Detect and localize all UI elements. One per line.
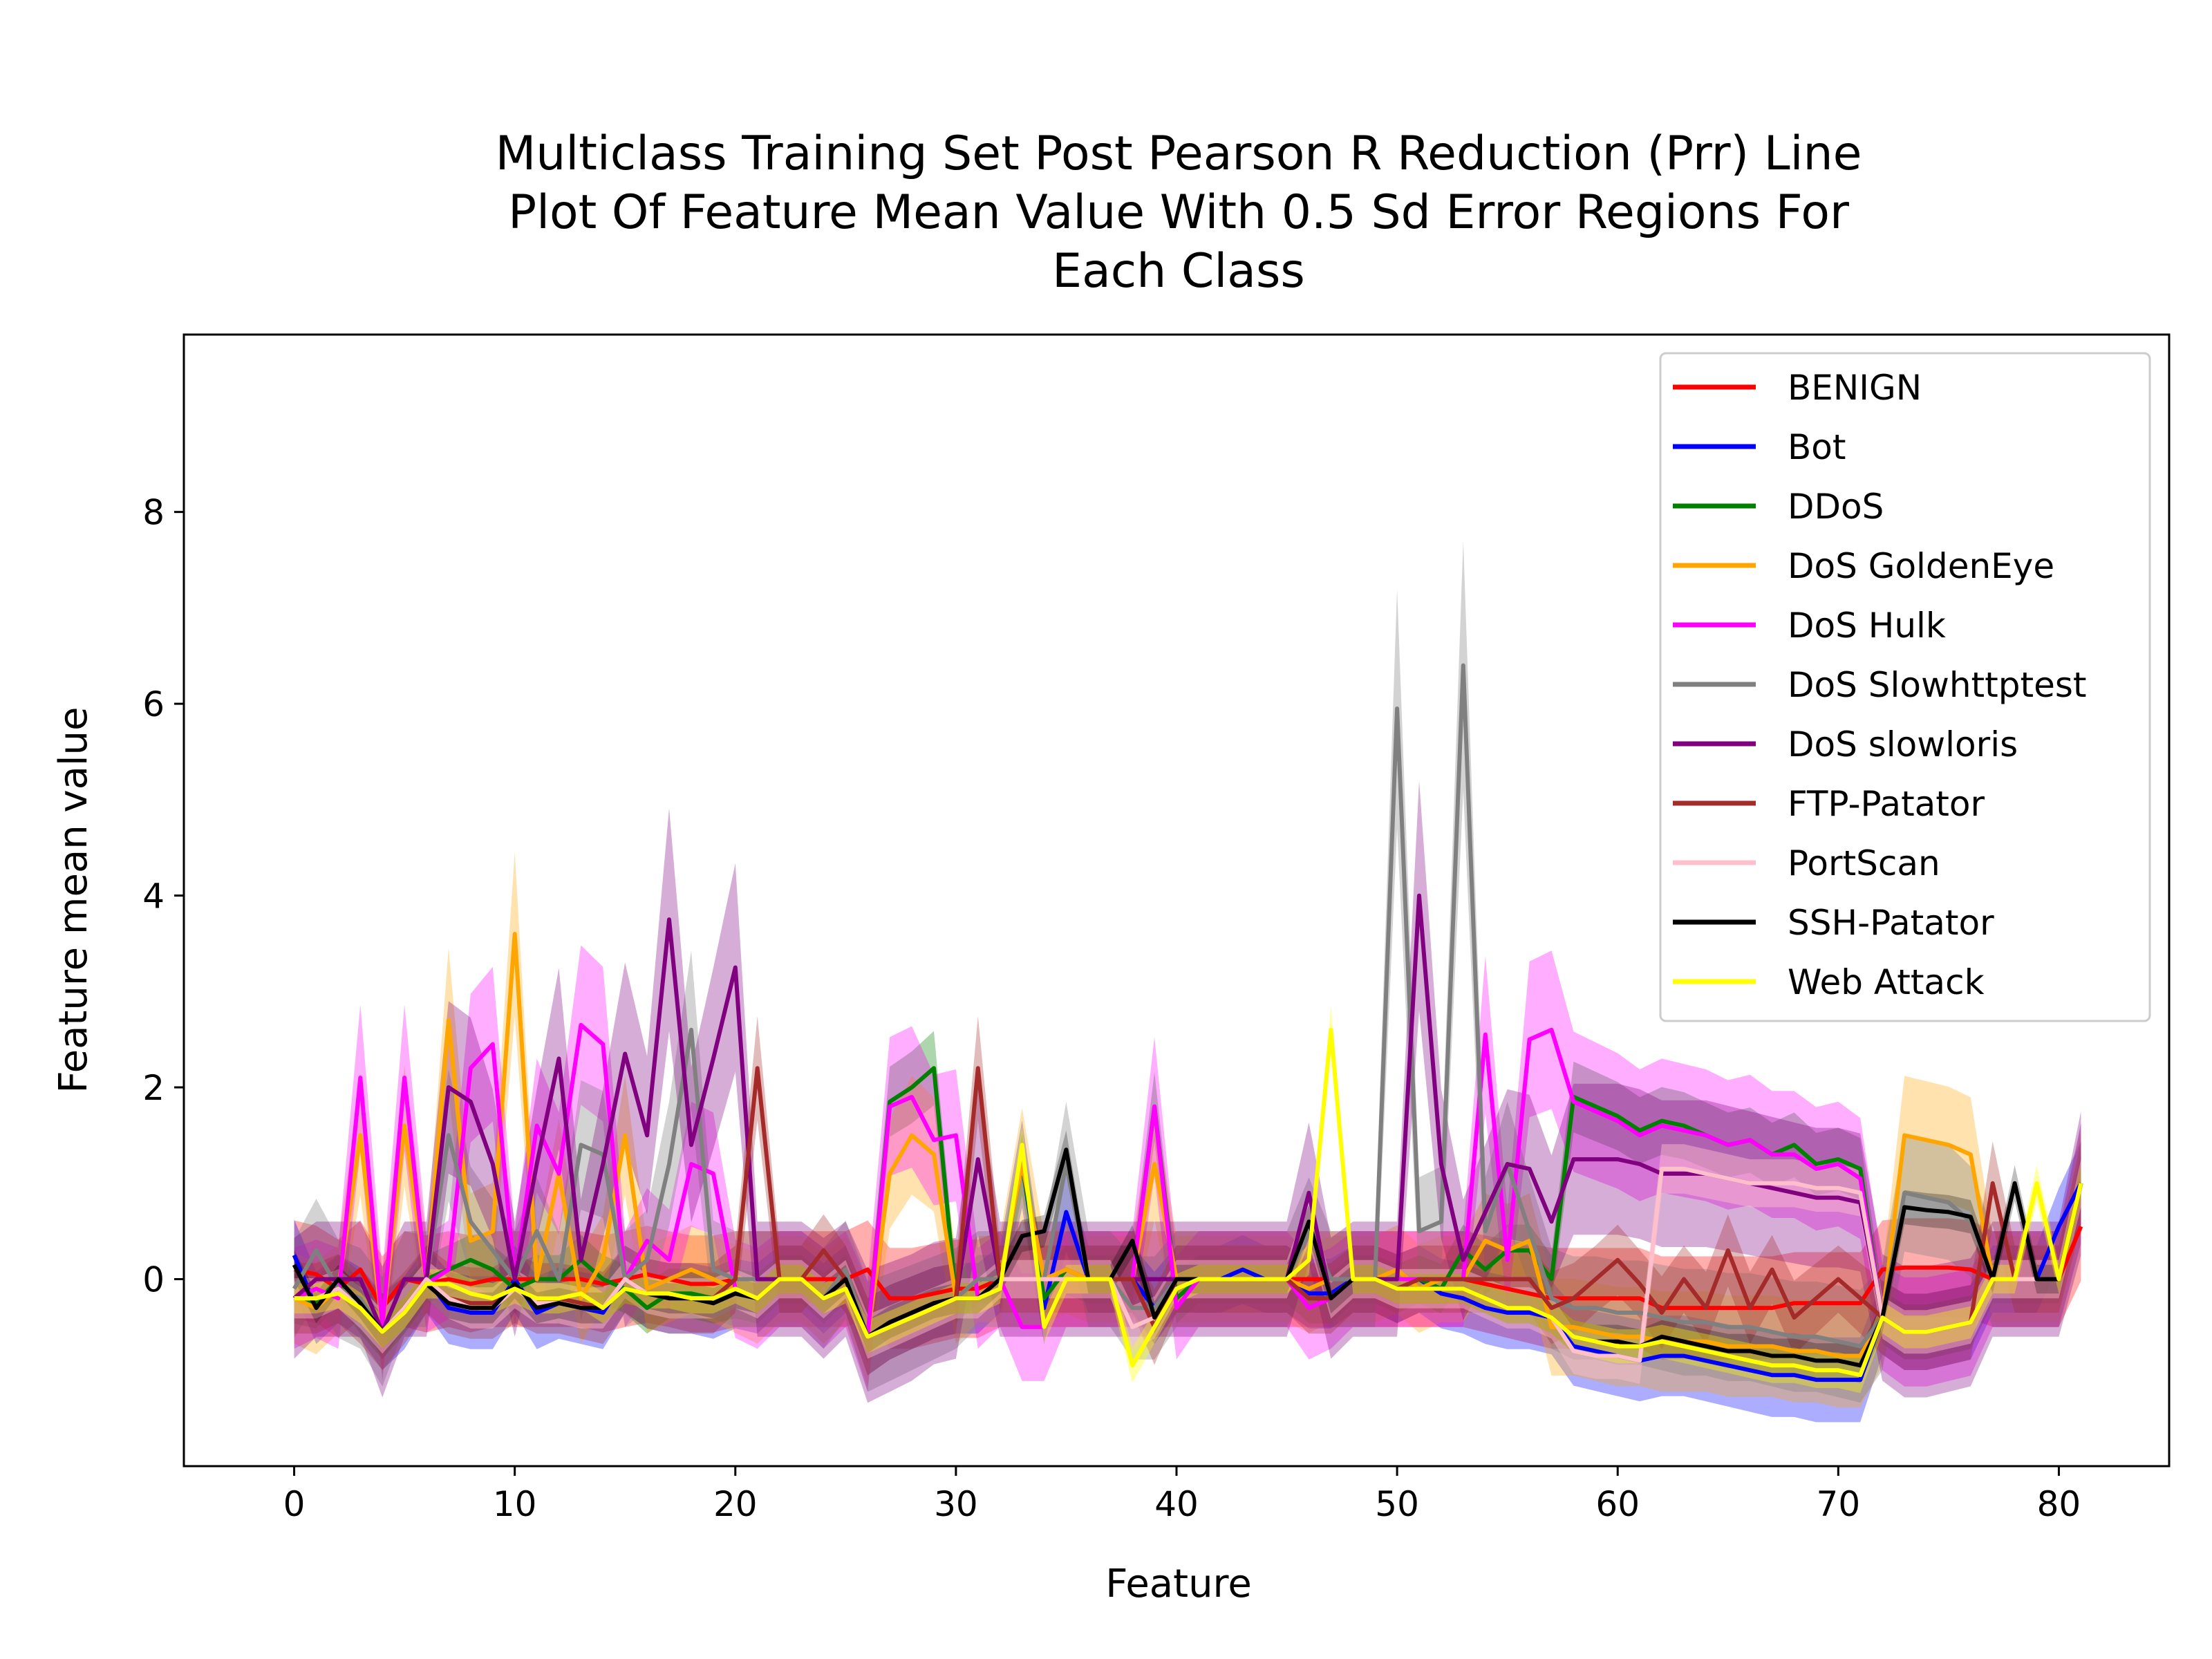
x-tick-label: 80 <box>2037 1484 2081 1524</box>
legend-label-bot: Bot <box>1788 427 1846 467</box>
y-tick-label: 6 <box>142 684 165 724</box>
legend-label-dos-slowhttptest: DoS Slowhttptest <box>1788 665 2087 705</box>
x-tick-label: 40 <box>1154 1484 1199 1524</box>
x-tick-label: 0 <box>283 1484 306 1524</box>
legend-label-dos-slowloris: DoS slowloris <box>1788 724 2018 765</box>
x-axis: 0 10 20 30 40 50 60 70 80 <box>283 1466 2081 1524</box>
y-axis: 0 2 4 6 8 <box>142 493 184 1300</box>
legend-label-ddos: DDoS <box>1788 487 1884 527</box>
legend-label-ftp-patator: FTP-Patator <box>1788 784 1985 824</box>
y-tick-label: 0 <box>142 1259 165 1300</box>
legend-label-dos-goldeneye: DoS GoldenEye <box>1788 546 2054 586</box>
legend: BENIGN Bot DDoS DoS GoldenEye DoS Hulk DoS Sl… <box>1659 352 2151 1022</box>
x-tick-label: 70 <box>1817 1484 1861 1524</box>
chart-title-line-3: Each Class <box>1052 244 1305 299</box>
legend-frame <box>1659 352 2151 1022</box>
y-axis-label: Feature mean value <box>51 707 96 1094</box>
series-line-dos-hulk <box>293 1022 2083 1339</box>
plot-area <box>292 541 2083 1423</box>
series-lines <box>292 663 2083 1382</box>
series-line-web-attack <box>294 1027 2083 1378</box>
y-tick-label: 8 <box>142 493 165 533</box>
chart-title: Multiclass Training Set Post Pearson R R… <box>496 126 1862 299</box>
legend-label-dos-hulk: DoS Hulk <box>1788 606 1946 646</box>
error-band-portscan <box>294 1144 2081 1384</box>
legend-label-benign: BENIGN <box>1788 368 1922 408</box>
x-tick-label: 30 <box>934 1484 978 1524</box>
legend-label-portscan: PortScan <box>1788 843 1940 883</box>
x-tick-label: 10 <box>493 1484 537 1524</box>
series-line-ddos <box>293 1066 2083 1339</box>
x-tick-label: 60 <box>1595 1484 1640 1524</box>
error-band-dos-goldeneye <box>294 852 2081 1408</box>
y-tick-label: 2 <box>142 1068 165 1108</box>
chart-title-line-2: Plot Of Feature Mean Value With 0.5 Sd E… <box>508 185 1849 240</box>
error-band-ftp-patator <box>294 1016 2081 1376</box>
x-tick-label: 50 <box>1375 1484 1419 1524</box>
legend-label-ssh-patator: SSH-Patator <box>1788 903 1994 943</box>
chart-title-line-1: Multiclass Training Set Post Pearson R R… <box>496 126 1862 181</box>
legend-label-web-attack: Web Attack <box>1788 962 1985 1002</box>
series-line-ssh-patator <box>292 1147 2083 1368</box>
y-tick-label: 4 <box>142 877 165 917</box>
x-tick-label: 20 <box>713 1484 758 1524</box>
x-axis-label: Feature <box>1105 1562 1252 1606</box>
